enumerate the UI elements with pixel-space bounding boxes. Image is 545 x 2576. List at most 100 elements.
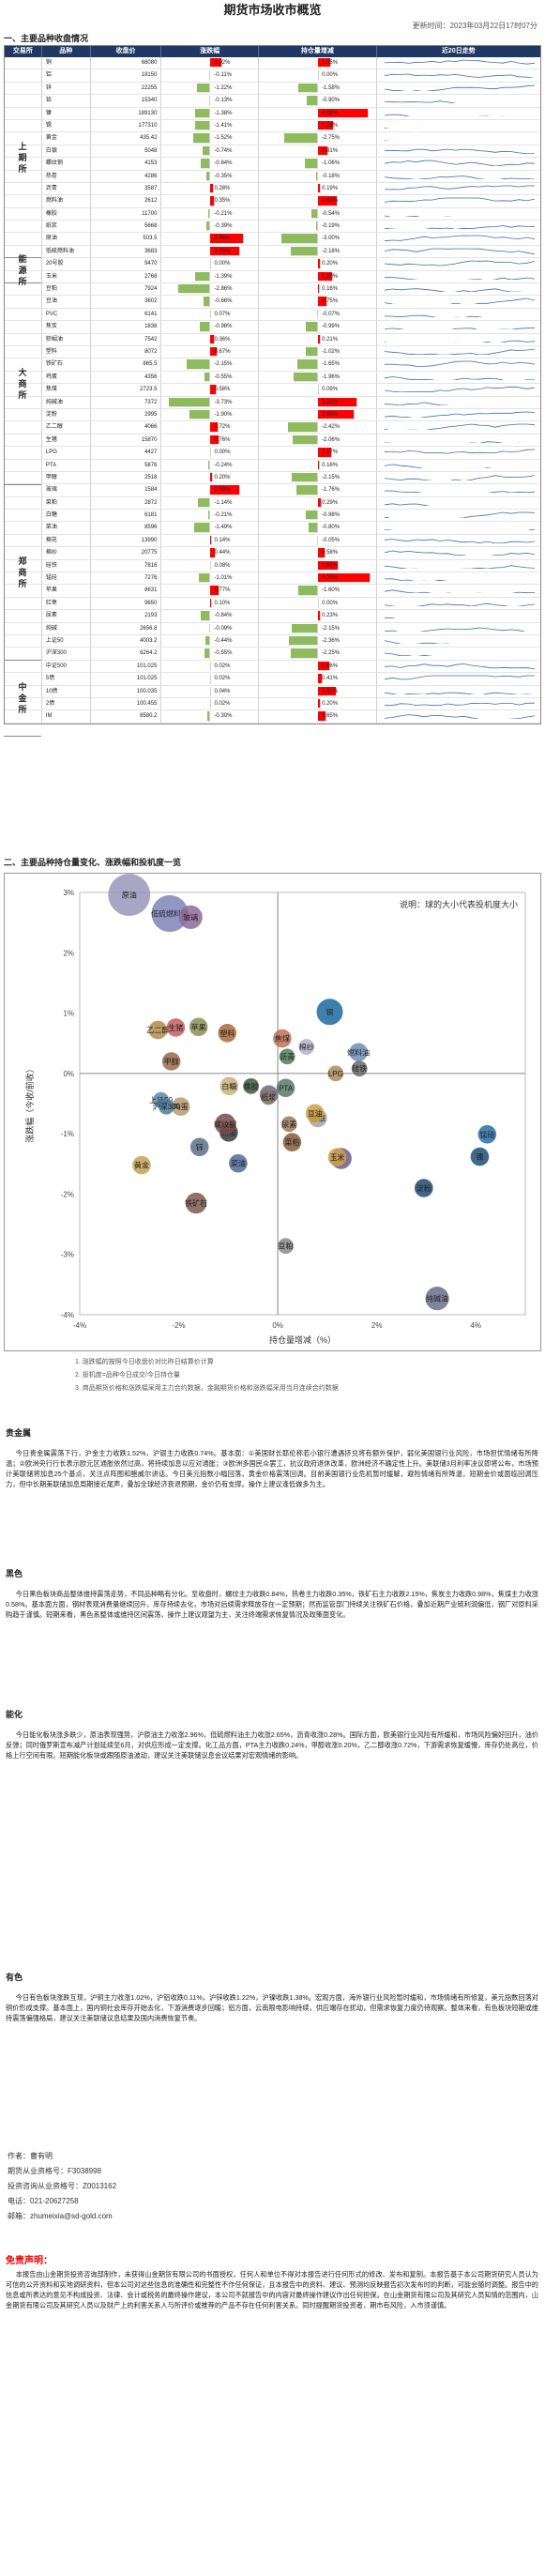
table-row: 豆油 3602 -0.66% 0.75% [5, 296, 540, 309]
author-cert: 期货从业资格号：F3038998 [8, 2167, 102, 2175]
exchange-cell [5, 510, 42, 523]
oi-cell-label: -2.15% [322, 625, 341, 632]
change-cell: 0.10% [161, 597, 260, 611]
change-cell-bar [210, 246, 241, 257]
plot-area [79, 892, 526, 1316]
exchange-label-char: 所 [18, 277, 27, 287]
table-row: 白银 5048 -0.74% 0.81% [5, 145, 540, 159]
change-cell: -0.13% [161, 95, 260, 108]
change-cell: -1.52% [161, 132, 260, 145]
exchange-label-char: 所 [18, 704, 27, 714]
table-body: 铜 68080 1.02% 1.05% 铝 18150 -0.11% 0.00% 锌 22255 -… [5, 57, 540, 724]
trend-cell [376, 171, 540, 183]
bubble-chart-svg: -4% -2% 0% 2% 4% 3% 2% 1% 0% -1% -2% -3% -4% 持仓量增减（%）… [24, 874, 526, 1345]
sparkline [384, 348, 535, 355]
product-name: 沪深300 [41, 648, 91, 661]
exchange-cell [5, 82, 42, 96]
change-cell: -2.86% [161, 283, 260, 297]
chart-notes: 1. 涨跌幅的按照今日收盘价对比昨日结算价计算 2. 投机度=品种今日成交/今日… [75, 1356, 535, 1395]
trend-cell [376, 397, 540, 409]
table-row: 苹果 8631 0.77% -1.60% [5, 585, 540, 598]
exchange-cell [5, 170, 42, 183]
oi-cell-label: 0.09% [322, 387, 339, 393]
change-cell-bar [206, 711, 211, 722]
trend-cell [376, 522, 540, 535]
bubble-label: 低硫燃料油 [151, 909, 189, 919]
product-name: 热卷 [41, 170, 91, 183]
product-name: 锰硅 [41, 572, 91, 586]
trend-cell [376, 358, 540, 372]
oi-cell: -1.02% [259, 345, 377, 359]
exchange-label: 大商所 [4, 283, 41, 485]
oi-cell: -0.90% [259, 95, 377, 108]
trend-cell [376, 460, 540, 472]
oi-cell: 0.29% [259, 496, 377, 511]
oi-cell: -0.18% [259, 170, 377, 183]
table-row: 白糖 6181 -0.21% -0.98% [5, 510, 540, 523]
change-cell-bar [210, 548, 216, 558]
oi-cell-label: 1.17% [322, 450, 339, 456]
change-cell-label: 0.07% [214, 311, 231, 317]
exchange-label-char: 商 [18, 567, 27, 577]
sparkline [384, 328, 535, 330]
bubble-point: 螺纹钢 [214, 1113, 236, 1136]
oi-cell-label: 0.00% [322, 600, 339, 606]
change-cell: -0.84% [161, 610, 260, 623]
product-name: 螺纹钢 [41, 158, 91, 171]
author-invest-cert: 投资咨询从业资格号：Z0013162 [8, 2182, 117, 2190]
exchange-cell [5, 207, 42, 221]
exchange-label-char: 所 [18, 163, 27, 174]
table-row: 20号胶 9470 0.00% 0.20% [5, 258, 540, 271]
change-cell-label: 0.04% [214, 688, 231, 694]
oi-cell-bar [318, 259, 321, 269]
change-cell-label: -1.22% [214, 84, 233, 91]
table-row: 棉纱 20775 0.44% 0.58% [5, 547, 540, 560]
header-open-interest: 持仓量增减 [259, 46, 377, 57]
trend-cell [376, 183, 540, 196]
table-row: IM 6580.2 -0.30% 0.65% [5, 710, 540, 724]
change-cell-bar [194, 120, 211, 131]
oi-cell-label: -1.06% [322, 160, 341, 167]
oi-cell-bar [307, 96, 319, 106]
oi-cell-bar [317, 309, 319, 320]
close-price: 4427 [90, 447, 162, 460]
oi-cell-label: 0.96% [322, 663, 339, 669]
change-cell: -1.39% [161, 270, 260, 284]
oi-cell: 0.41% [259, 673, 377, 686]
table-row: 镍 189130 -1.38% 4.08% [5, 107, 540, 120]
y-tick-label: -3% [61, 1251, 74, 1259]
change-cell: 0.00% [161, 447, 260, 460]
exchange-cell [5, 434, 42, 448]
change-cell-label: 2.65% [214, 248, 231, 254]
change-cell: 0.36% [161, 333, 260, 346]
oi-cell: -1.06% [259, 158, 377, 171]
sparkline [384, 288, 522, 293]
exchange-cell [5, 221, 42, 234]
exchange-cell [5, 95, 42, 108]
bubble-label: 铁矿石 [185, 1198, 207, 1208]
exchange-cell [5, 685, 42, 698]
exchange-cell [5, 559, 42, 573]
oi-cell: -2.36% [259, 634, 377, 648]
oi-cell: -1.96% [259, 371, 377, 385]
sparkline [384, 463, 492, 468]
change-cell-bar [210, 686, 212, 696]
product-name: 纯碱 [41, 622, 91, 635]
close-price: 2612 [90, 195, 162, 208]
close-price: 68080 [90, 57, 162, 70]
oi-cell: 4.08% [259, 107, 377, 120]
sparkline [384, 59, 535, 65]
exchange-cell [5, 622, 42, 635]
bubble-point: 铁矿石 [185, 1192, 207, 1214]
sparkline [384, 340, 535, 343]
oi-cell: -1.65% [259, 358, 377, 372]
sparkline [384, 225, 535, 230]
author-email[interactable]: 邮箱：zhumeixia@sd-gold.com [8, 2212, 113, 2220]
close-price: 101.025 [90, 660, 162, 674]
change-cell-label: -0.98% [214, 324, 233, 330]
oi-cell-label: -0.18% [322, 173, 341, 179]
table-row: 橡胶 11700 -0.21% -0.54% [5, 207, 540, 221]
change-cell: 0.02% [161, 673, 260, 686]
sparkline [384, 276, 535, 280]
x-tick-label: 0% [272, 1321, 283, 1330]
